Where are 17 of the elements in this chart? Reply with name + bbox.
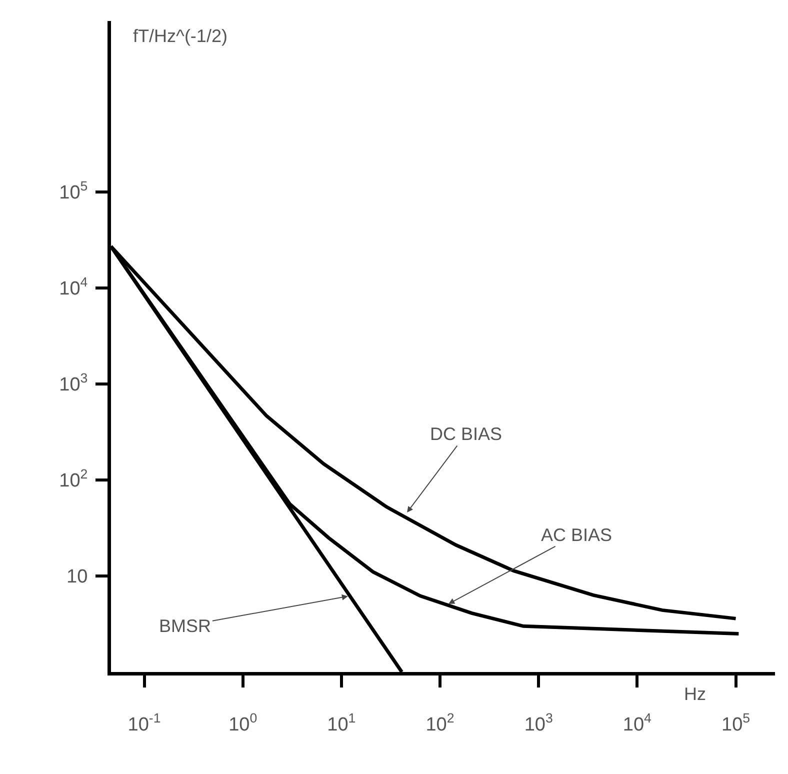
x-axis-title: Hz	[684, 684, 706, 704]
annotation: DC BIAS	[430, 424, 502, 444]
x-tick-label: 10$^{5}$	[721, 710, 750, 736]
x-tick-label: 10$^{4}$	[622, 710, 652, 736]
y-tick-label: 10$^{5}$	[59, 178, 88, 204]
y-axis-title: fT/Hz^(-1/2)	[133, 26, 228, 46]
y-tick-label: 10$^{4}$	[59, 274, 88, 300]
y-tick-label: 10$^{3}$	[59, 370, 88, 396]
x-tick-label: 10$^{-1}$	[128, 710, 161, 736]
annotation: BMSR	[159, 616, 212, 636]
annotation: AC BIAS	[541, 525, 612, 545]
y-tick-label: 10$^{2}$	[59, 466, 88, 492]
x-tick-label: 10$^{0}$	[228, 710, 258, 736]
x-tick-label: 10$^{1}$	[327, 710, 356, 736]
y-tick-label: 10	[66, 566, 88, 588]
x-tick-label: 10$^{3}$	[524, 710, 553, 736]
x-tick-label: 10$^{2}$	[426, 710, 454, 736]
